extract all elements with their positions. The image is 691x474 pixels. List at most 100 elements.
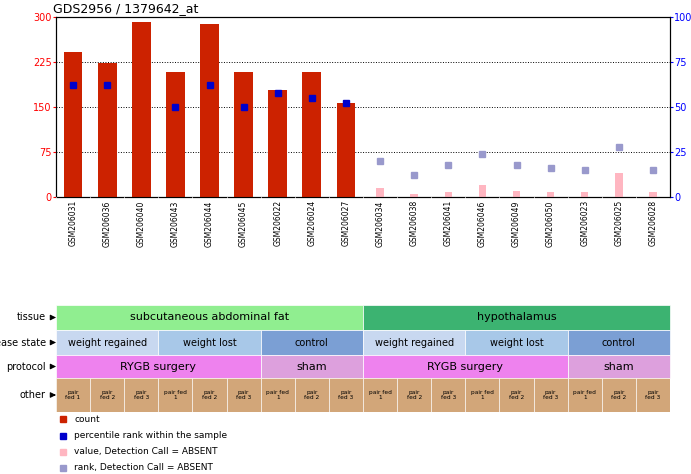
Bar — [547, 192, 554, 197]
Text: GSM206050: GSM206050 — [546, 200, 555, 246]
Text: pair
fed 3: pair fed 3 — [236, 390, 252, 401]
Bar — [649, 192, 656, 197]
Bar — [90, 378, 124, 412]
Text: control: control — [602, 337, 636, 347]
Bar — [568, 378, 602, 412]
Text: RYGB surgery: RYGB surgery — [427, 362, 503, 372]
Text: percentile rank within the sample: percentile rank within the sample — [75, 431, 227, 440]
Text: control: control — [295, 337, 329, 347]
Text: GSM206027: GSM206027 — [341, 200, 350, 246]
Bar — [56, 355, 261, 378]
Text: GSM206049: GSM206049 — [512, 200, 521, 246]
Text: pair
fed 2: pair fed 2 — [202, 390, 217, 401]
Bar — [166, 72, 184, 197]
Bar — [465, 330, 568, 355]
Bar — [158, 378, 193, 412]
Text: GSM206036: GSM206036 — [103, 200, 112, 246]
Bar — [513, 191, 520, 197]
Text: pair
fed 3: pair fed 3 — [441, 390, 456, 401]
Text: pair
fed 2: pair fed 2 — [406, 390, 422, 401]
Text: pair
fed 1: pair fed 1 — [66, 390, 81, 401]
Text: pair fed
1: pair fed 1 — [471, 390, 494, 401]
Text: sham: sham — [296, 362, 327, 372]
Bar — [377, 188, 384, 197]
Text: pair
fed 3: pair fed 3 — [645, 390, 661, 401]
Text: RYGB surgery: RYGB surgery — [120, 362, 196, 372]
Text: pair fed
1: pair fed 1 — [574, 390, 596, 401]
Text: weight regained: weight regained — [68, 337, 146, 347]
Bar — [268, 90, 287, 197]
Bar — [234, 72, 253, 197]
Text: GSM206043: GSM206043 — [171, 200, 180, 246]
Bar — [132, 22, 151, 197]
Text: subcutaneous abdominal fat: subcutaneous abdominal fat — [130, 312, 289, 322]
Text: GSM206038: GSM206038 — [410, 200, 419, 246]
Text: pair
fed 2: pair fed 2 — [612, 390, 627, 401]
Bar — [200, 24, 219, 197]
Bar — [329, 378, 363, 412]
Text: weight regained: weight regained — [375, 337, 454, 347]
Bar — [397, 378, 431, 412]
Text: GSM206045: GSM206045 — [239, 200, 248, 246]
Bar — [363, 378, 397, 412]
Bar — [363, 330, 465, 355]
Text: pair
fed 2: pair fed 2 — [509, 390, 524, 401]
Text: pair fed
1: pair fed 1 — [164, 390, 187, 401]
Text: GSM206040: GSM206040 — [137, 200, 146, 246]
Text: rank, Detection Call = ABSENT: rank, Detection Call = ABSENT — [75, 463, 214, 472]
Bar — [363, 305, 670, 330]
Bar — [56, 305, 363, 330]
Bar — [261, 355, 363, 378]
Text: pair
fed 3: pair fed 3 — [339, 390, 354, 401]
Text: tissue: tissue — [17, 312, 46, 322]
Text: pair
fed 3: pair fed 3 — [543, 390, 558, 401]
Bar — [465, 378, 500, 412]
Bar — [500, 378, 533, 412]
Bar — [193, 378, 227, 412]
Text: count: count — [75, 415, 100, 424]
Bar — [363, 355, 568, 378]
Bar — [303, 72, 321, 197]
Text: GSM206022: GSM206022 — [273, 200, 282, 246]
Text: GSM206046: GSM206046 — [478, 200, 487, 246]
Text: sham: sham — [603, 362, 634, 372]
Bar — [636, 378, 670, 412]
Bar — [158, 330, 261, 355]
Bar — [295, 378, 329, 412]
Bar — [64, 52, 82, 197]
Text: GSM206031: GSM206031 — [68, 200, 77, 246]
Text: pair fed
1: pair fed 1 — [368, 390, 392, 401]
Bar — [56, 378, 90, 412]
Bar — [533, 378, 568, 412]
Text: GSM206034: GSM206034 — [375, 200, 385, 246]
Text: GSM206024: GSM206024 — [307, 200, 316, 246]
Text: GSM206041: GSM206041 — [444, 200, 453, 246]
Bar — [56, 330, 158, 355]
Text: GSM206025: GSM206025 — [614, 200, 623, 246]
Text: disease state: disease state — [0, 337, 46, 347]
Text: weight lost: weight lost — [182, 337, 236, 347]
Bar — [615, 173, 623, 197]
Text: GSM206023: GSM206023 — [580, 200, 589, 246]
Text: pair
fed 2: pair fed 2 — [100, 390, 115, 401]
Bar — [124, 378, 158, 412]
Bar — [568, 330, 670, 355]
Bar — [444, 192, 452, 197]
Text: pair
fed 3: pair fed 3 — [133, 390, 149, 401]
Bar — [568, 355, 670, 378]
Text: protocol: protocol — [6, 362, 46, 372]
Text: value, Detection Call = ABSENT: value, Detection Call = ABSENT — [75, 447, 218, 456]
Bar — [261, 378, 295, 412]
Bar — [337, 103, 355, 197]
Text: hypothalamus: hypothalamus — [477, 312, 556, 322]
Bar — [98, 63, 117, 197]
Text: weight lost: weight lost — [490, 337, 543, 347]
Text: GDS2956 / 1379642_at: GDS2956 / 1379642_at — [53, 2, 198, 15]
Bar — [261, 330, 363, 355]
Text: other: other — [20, 390, 46, 400]
Bar — [581, 192, 589, 197]
Text: pair fed
1: pair fed 1 — [266, 390, 289, 401]
Text: GSM206044: GSM206044 — [205, 200, 214, 246]
Text: GSM206028: GSM206028 — [648, 200, 657, 246]
Bar — [410, 194, 418, 197]
